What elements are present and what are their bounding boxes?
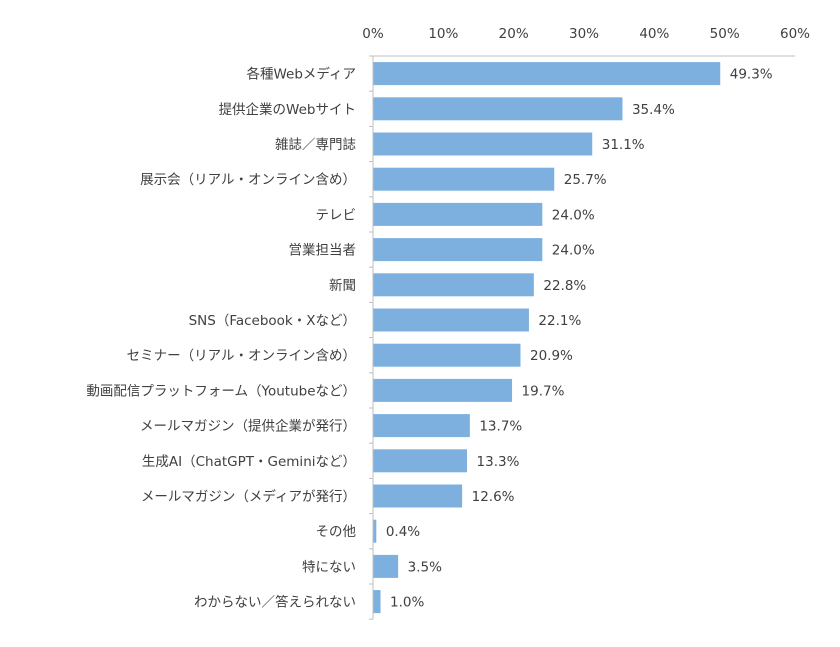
x-tick-label: 30% xyxy=(569,26,599,42)
data-label: 24.0% xyxy=(552,243,595,259)
category-label: 展示会（リアル・オンライン含め） xyxy=(140,172,356,188)
category-label: 動画配信プラットフォーム（Youtubeなど） xyxy=(86,383,356,399)
data-label: 13.3% xyxy=(477,454,520,470)
category-label: メールマガジン（提供企業が発行） xyxy=(140,418,356,435)
x-tick-label: 20% xyxy=(499,26,529,42)
category-label: 各種Webメディア xyxy=(247,66,357,83)
bar xyxy=(373,484,463,508)
category-label: わからない／答えられない xyxy=(194,594,356,611)
x-tick-label: 60% xyxy=(780,26,810,42)
category-label: メールマガジン（メディアが発行） xyxy=(141,488,356,505)
bar xyxy=(373,238,543,262)
bar xyxy=(373,519,377,543)
category-label: 新聞 xyxy=(329,278,356,294)
data-label: 35.4% xyxy=(632,102,675,118)
bar xyxy=(373,132,593,156)
category-label: 提供企業のWebサイト xyxy=(219,101,356,118)
data-label: 0.4% xyxy=(386,524,420,540)
bar xyxy=(373,202,543,226)
bar xyxy=(373,554,399,578)
category-label: SNS（Facebook・Xなど） xyxy=(189,313,356,329)
data-label: 31.1% xyxy=(602,137,645,153)
bar xyxy=(373,308,529,332)
bar xyxy=(373,273,534,297)
x-tick-label: 10% xyxy=(428,26,458,42)
category-label: 特にない xyxy=(302,559,356,575)
data-label: 12.6% xyxy=(472,489,515,505)
data-label: 13.7% xyxy=(479,419,522,435)
data-label: 1.0% xyxy=(390,595,424,611)
bar xyxy=(373,343,521,367)
category-label: セミナー（リアル・オンライン含め） xyxy=(127,348,356,364)
bar xyxy=(373,167,555,191)
x-tick-label: 0% xyxy=(362,26,384,42)
bar xyxy=(373,62,721,86)
data-label: 24.0% xyxy=(552,207,595,223)
bar xyxy=(373,414,470,438)
data-label: 20.9% xyxy=(530,348,573,364)
bar xyxy=(373,97,623,121)
category-label: 生成AI（ChatGPT・Geminiなど） xyxy=(142,454,356,470)
data-label: 22.1% xyxy=(538,313,581,329)
data-label: 19.7% xyxy=(522,383,565,399)
category-label: 営業担当者 xyxy=(289,243,357,259)
bar xyxy=(373,590,381,614)
category-label: テレビ xyxy=(316,207,357,223)
data-label: 22.8% xyxy=(543,278,586,294)
category-label: 雑誌／専門誌 xyxy=(275,137,356,153)
x-tick-label: 40% xyxy=(639,26,669,42)
data-label: 3.5% xyxy=(408,559,442,575)
bar xyxy=(373,378,513,402)
category-label: その他 xyxy=(316,524,357,540)
data-label: 49.3% xyxy=(730,67,773,83)
x-tick-label: 50% xyxy=(710,26,740,42)
bar xyxy=(373,449,468,473)
data-label: 25.7% xyxy=(564,172,607,188)
